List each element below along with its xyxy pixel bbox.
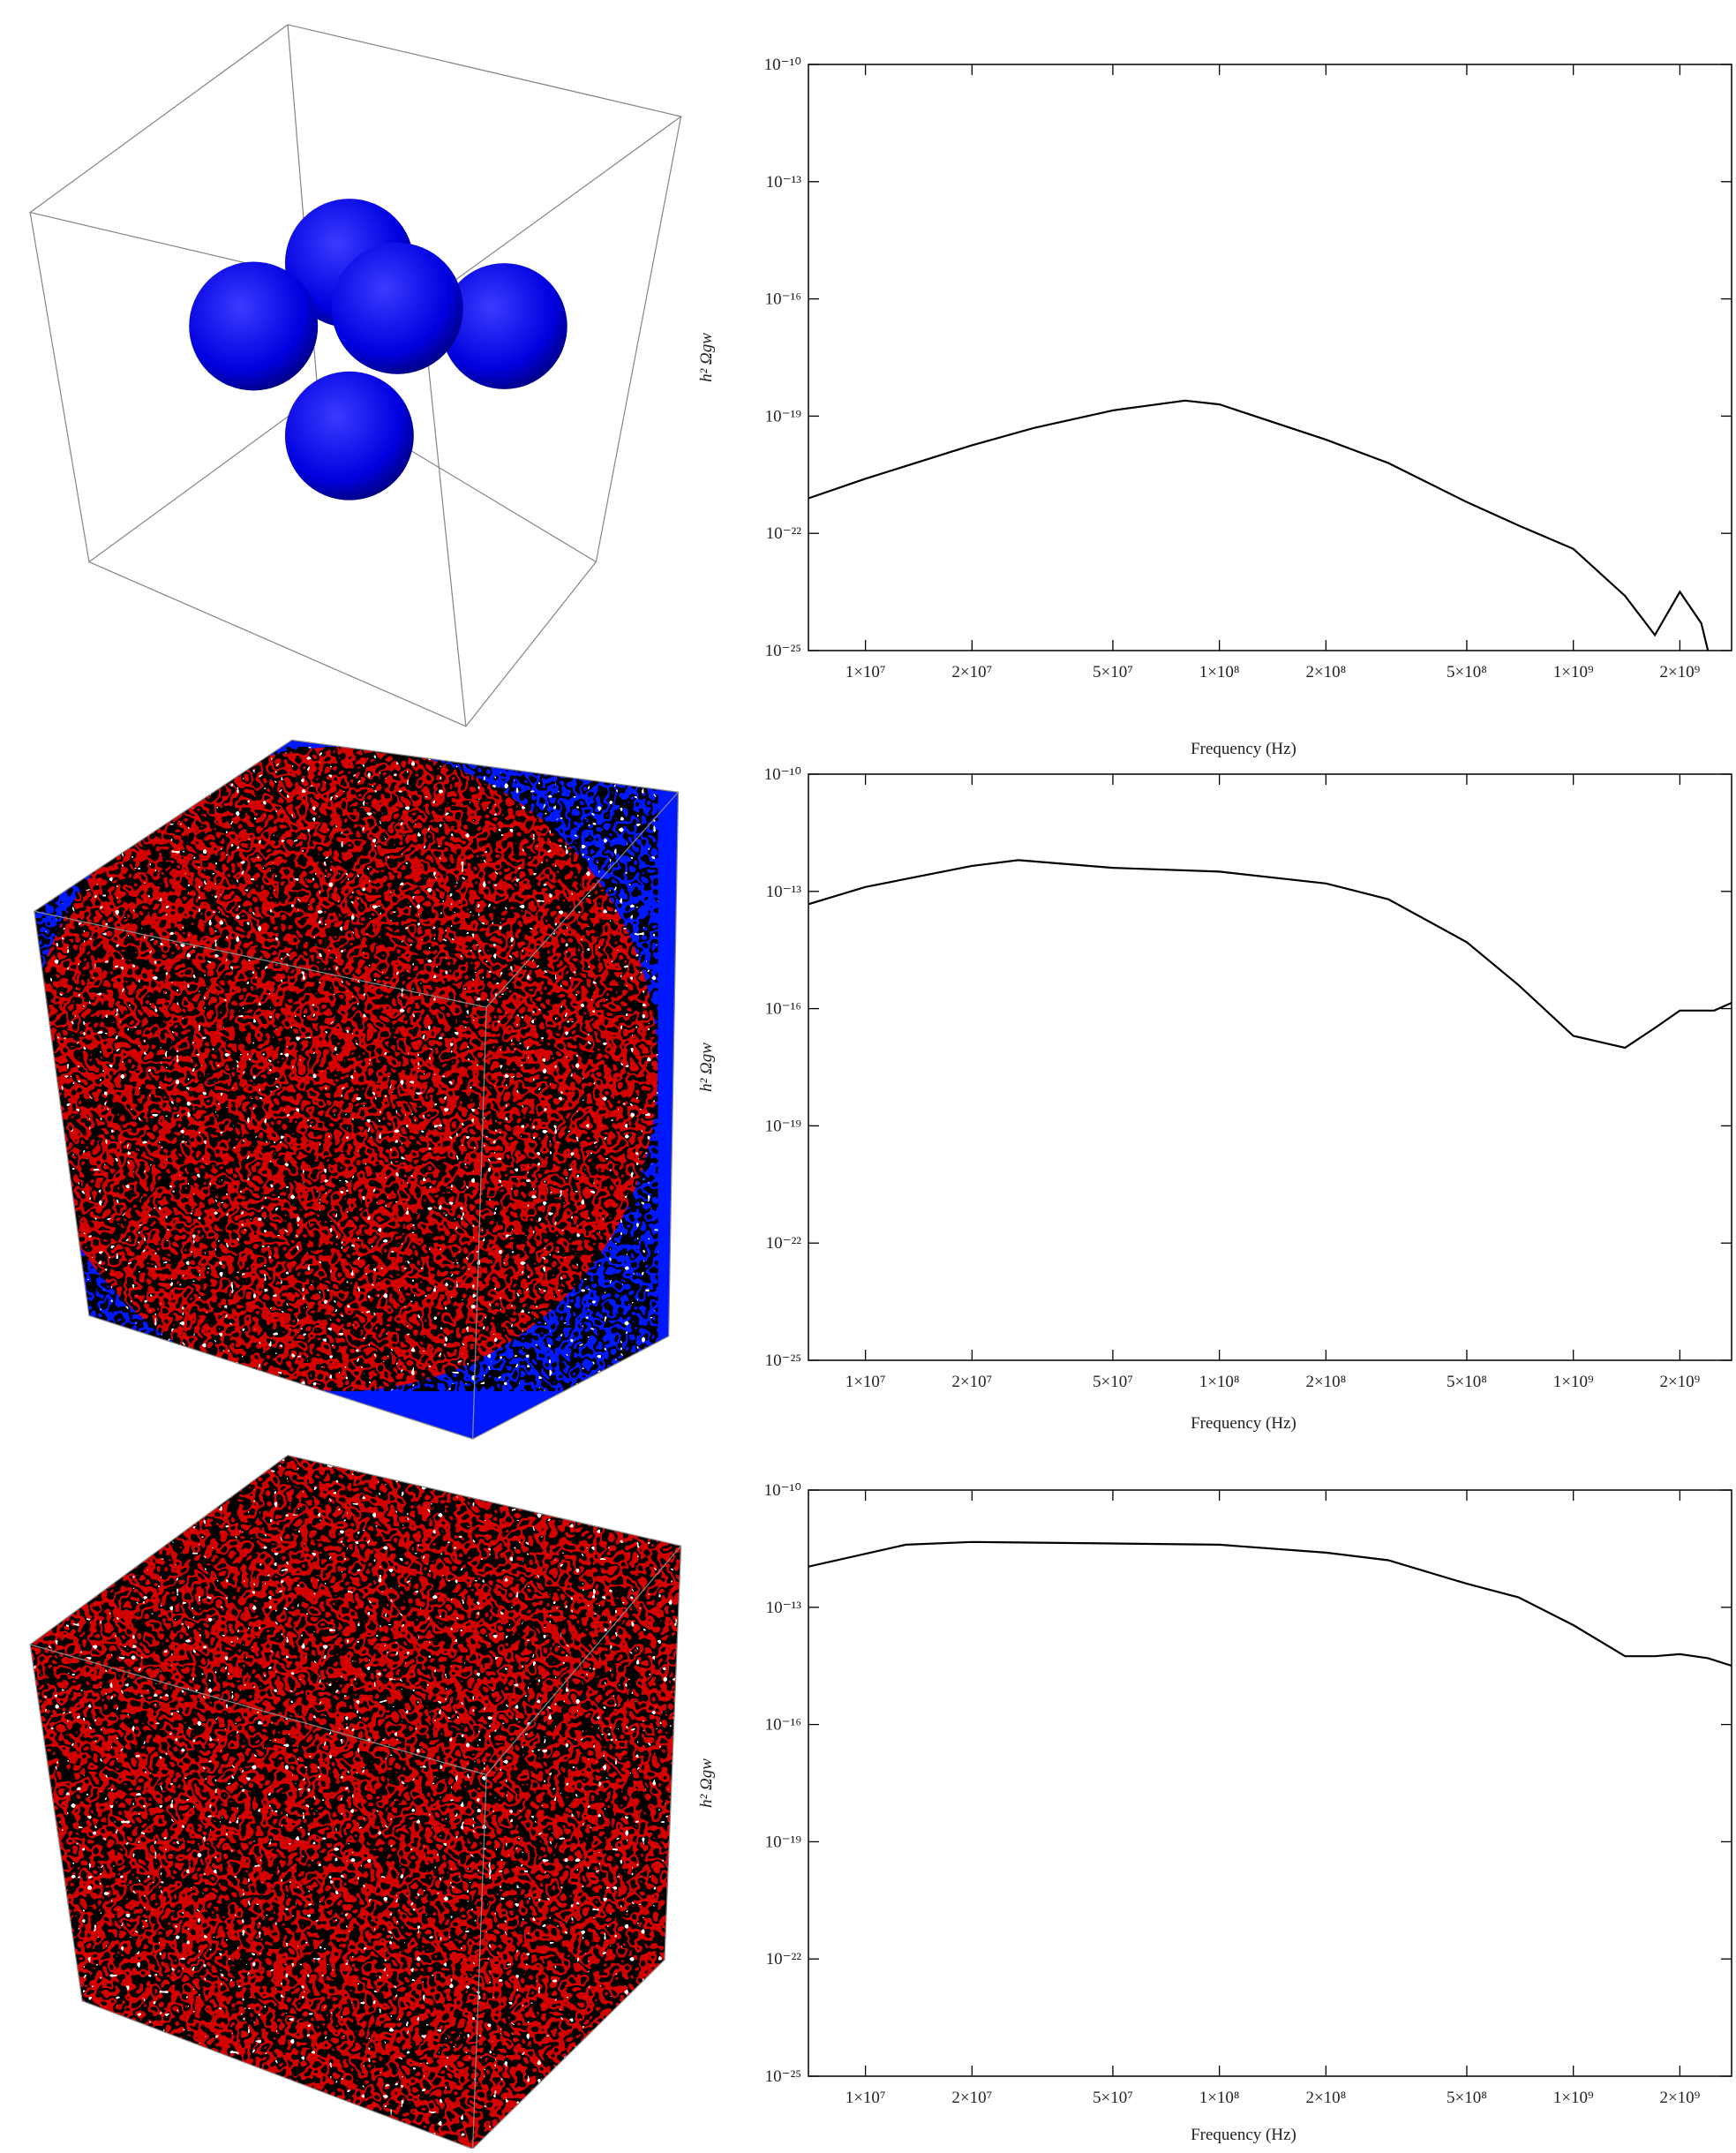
- figure: 10⁻¹⁰ 10⁻¹³ 10⁻¹⁶ 10⁻¹⁹ 10⁻²² 10⁻²⁵ 1×10⁷ 2×10⁷…: [0, 0, 1736, 2149]
- y-tick-label: 10⁻²²: [766, 1234, 802, 1253]
- y-tick-label: 10⁻¹⁰: [764, 56, 801, 74]
- x-axis-label: Frequency (Hz): [1191, 1414, 1296, 1433]
- y-tick-label: 10⁻²⁵: [765, 2067, 801, 2086]
- x-tick-label: 5×10⁸: [1447, 2089, 1487, 2107]
- x-tick-label: 5×10⁷: [1093, 1373, 1133, 1391]
- spectrum-line: [808, 860, 1732, 1048]
- y-tick-label: 10⁻¹⁰: [764, 1481, 801, 1500]
- plot-frame: [808, 774, 1732, 1360]
- y-axis-label: h² Ωgw: [697, 1043, 716, 1092]
- cube-turbulent: [0, 726, 712, 1453]
- y-tick-label: 10⁻¹⁶: [765, 1000, 801, 1019]
- x-axis-label: Frequency (Hz): [1191, 2126, 1296, 2144]
- x-tick-label: 2×10⁷: [951, 1373, 992, 1391]
- plot-frame: [808, 1490, 1732, 2076]
- x-tick-label: 1×10⁷: [845, 1373, 886, 1391]
- y-tick-label: 10⁻²²: [766, 524, 802, 543]
- y-tick-label: 10⁻¹⁹: [765, 1117, 802, 1135]
- y-tick-label: 10⁻¹³: [766, 1599, 802, 1617]
- simulation-renderings: [0, 25, 712, 2149]
- y-axis-label: h² Ωgw: [697, 333, 716, 382]
- x-tick-label: 2×10⁸: [1305, 1373, 1346, 1391]
- y-tick-label: 10⁻¹⁹: [765, 407, 802, 425]
- y-tick-label: 10⁻²⁵: [765, 642, 801, 660]
- y-tick-label: 10⁻¹⁰: [764, 765, 801, 784]
- y-tick-label: 10⁻²²: [766, 1950, 802, 1969]
- cube-bubbles: [30, 25, 680, 726]
- x-tick-label: 1×10⁸: [1199, 2089, 1240, 2107]
- x-tick-label: 2×10⁹: [1659, 663, 1700, 681]
- x-tick-label: 5×10⁸: [1447, 663, 1487, 681]
- x-tick-label: 2×10⁹: [1659, 2089, 1700, 2107]
- x-axis-label: Frequency (Hz): [1191, 740, 1296, 758]
- x-tick-label: 1×10⁹: [1553, 1373, 1594, 1391]
- x-tick-label: 1×10⁸: [1199, 663, 1240, 681]
- x-tick-label: 5×10⁷: [1093, 2089, 1133, 2107]
- plot-frame: [808, 64, 1732, 651]
- y-tick-label: 10⁻¹⁹: [765, 1833, 802, 1851]
- spectrum-line: [808, 1542, 1732, 1666]
- x-tick-label: 2×10⁷: [951, 663, 992, 681]
- x-tick-label: 5×10⁸: [1447, 1373, 1487, 1391]
- y-tick-label: 10⁻¹³: [766, 173, 802, 192]
- x-tick-label: 1×10⁹: [1553, 663, 1594, 681]
- x-tick-label: 1×10⁷: [845, 2089, 886, 2107]
- y-tick-label: 10⁻¹⁶: [765, 1716, 801, 1735]
- x-tick-label: 2×10⁹: [1659, 1373, 1700, 1391]
- x-tick-label: 2×10⁸: [1305, 2089, 1346, 2107]
- y-axis-label: h² Ωgw: [697, 1758, 716, 1808]
- spectrum-line: [808, 401, 1708, 651]
- x-tick-label: 1×10⁸: [1199, 1373, 1240, 1391]
- x-tick-label: 1×10⁹: [1553, 2089, 1594, 2107]
- y-tick-label: 10⁻²⁵: [765, 1351, 801, 1370]
- x-tick-label: 2×10⁷: [951, 2089, 992, 2107]
- x-tick-label: 1×10⁷: [845, 663, 886, 681]
- x-tick-label: 5×10⁷: [1093, 663, 1133, 681]
- x-tick-label: 2×10⁸: [1305, 663, 1346, 681]
- y-tick-label: 10⁻¹³: [766, 883, 802, 901]
- cube-fragmented: [0, 1439, 712, 2149]
- y-tick-label: 10⁻¹⁶: [765, 290, 801, 309]
